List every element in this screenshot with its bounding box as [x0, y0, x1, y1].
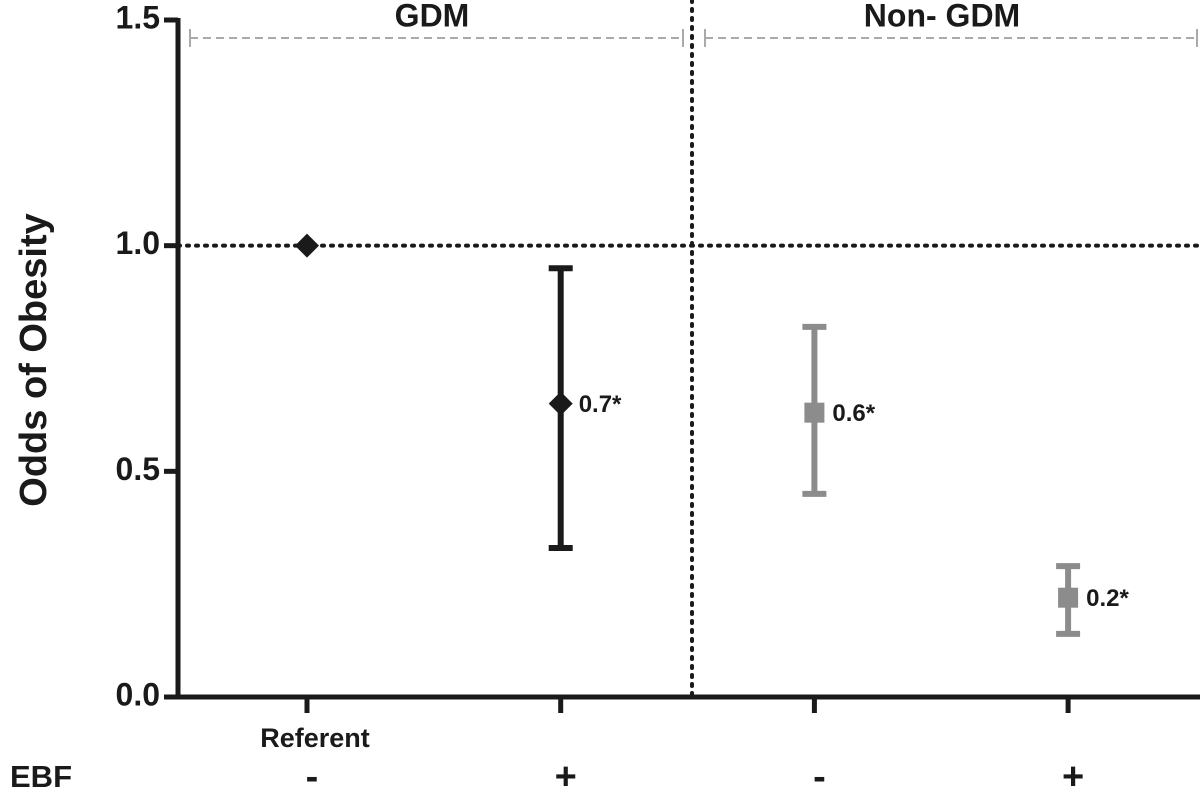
- point: [548, 391, 573, 416]
- x-tick-label: +: [555, 756, 577, 796]
- group-label: Non- GDM: [864, 0, 1020, 33]
- group-label: GDM: [395, 0, 470, 33]
- point: [1058, 587, 1079, 608]
- y-tick-label: 1.0: [116, 225, 160, 261]
- point: [295, 233, 319, 258]
- x-tick-label: +: [1062, 756, 1084, 796]
- y-tick-label: 0.5: [116, 451, 160, 487]
- x-tick-label: -: [813, 756, 826, 796]
- x-axis-label: EBF: [10, 759, 72, 794]
- y-tick-label: 1.5: [116, 0, 160, 35]
- point: [804, 402, 825, 423]
- value-label: 0.2*: [1086, 585, 1129, 612]
- y-tick-label: 0.0: [116, 676, 160, 712]
- x-tick-label: -: [306, 756, 319, 796]
- annotation: Referent: [260, 723, 370, 753]
- y-axis-label: Odds of Obesity: [13, 213, 55, 506]
- group-brackets: [189, 29, 1198, 47]
- value-label: 0.7*: [579, 391, 622, 418]
- value-label: 0.6*: [832, 400, 875, 427]
